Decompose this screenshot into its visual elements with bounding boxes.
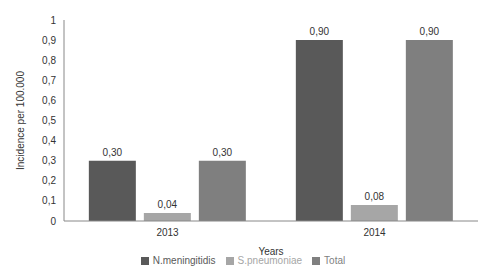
svg-text:1: 1 xyxy=(50,15,56,26)
svg-text:0,4: 0,4 xyxy=(42,135,56,146)
svg-text:0,2: 0,2 xyxy=(42,175,56,186)
svg-text:2014: 2014 xyxy=(363,227,386,238)
svg-text:0,5: 0,5 xyxy=(42,115,56,126)
svg-text:0,90: 0,90 xyxy=(420,26,440,37)
svg-text:0,04: 0,04 xyxy=(158,199,178,210)
svg-text:0,7: 0,7 xyxy=(42,75,56,86)
svg-text:0,3: 0,3 xyxy=(42,155,56,166)
svg-text:0,30: 0,30 xyxy=(213,147,233,158)
svg-text:0,9: 0,9 xyxy=(42,35,56,46)
html-text:N.meningitidis: N.meningitidis xyxy=(152,255,216,266)
svg-text:0,90: 0,90 xyxy=(310,26,330,37)
svg-text:0,8: 0,8 xyxy=(42,55,56,66)
svg-text:0,30: 0,30 xyxy=(103,147,123,158)
html-text:Total: Total xyxy=(324,255,346,266)
html-text:S.pneumoniae: S.pneumoniae xyxy=(237,255,303,266)
svg-text:Incidence per 100.000: Incidence per 100.000 xyxy=(15,71,26,170)
svg-text:0: 0 xyxy=(50,216,56,227)
svg-text:0,6: 0,6 xyxy=(42,95,56,106)
svg-text:0,1: 0,1 xyxy=(42,195,56,206)
svg-text:2013: 2013 xyxy=(156,227,179,238)
svg-text:Years: Years xyxy=(258,246,283,257)
svg-text:0,08: 0,08 xyxy=(365,191,385,202)
